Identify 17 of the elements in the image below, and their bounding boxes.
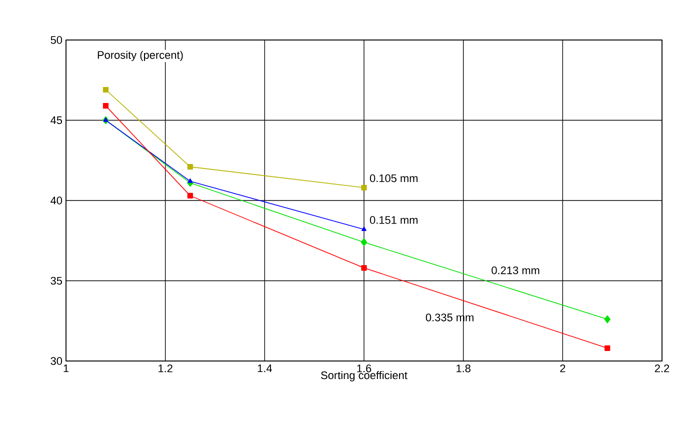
y-tick-label: 40 [50,196,62,204]
series-label: 0.151 mm [370,216,418,224]
x-tick-label: 2.2 [654,364,670,372]
y-tick-label: 35 [50,276,62,285]
x-tick-label: 1.2 [158,364,172,372]
y-axis-title: Porosity (percent) [98,50,183,62]
x-axis-title: Sorting coefficient [321,371,408,382]
x-tick-label: 1.6 [357,364,372,372]
series-label: 0.213 mm [492,266,540,274]
x-tick-label: 1.8 [456,364,470,372]
y-tick-label: 30 [50,357,62,365]
y-tick-label: 50 [50,36,62,44]
y-tick-label: 45 [50,116,62,124]
x-tick-label: 1.4 [258,364,272,372]
x-tick-label: 2 [560,364,566,372]
series-label: 0.105 mm [370,174,418,182]
x-tick-label: 1 [64,364,69,372]
